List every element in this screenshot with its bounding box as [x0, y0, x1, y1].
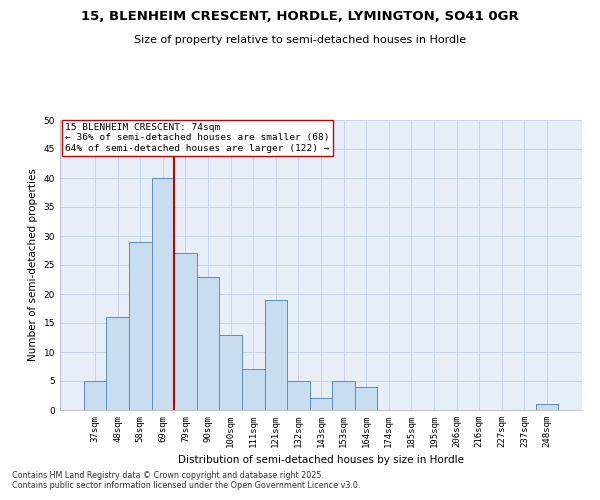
Y-axis label: Number of semi-detached properties: Number of semi-detached properties: [28, 168, 38, 362]
Bar: [242, 370, 265, 410]
Bar: [174, 254, 197, 410]
Bar: [265, 300, 287, 410]
Bar: [152, 178, 174, 410]
Bar: [129, 242, 152, 410]
Bar: [220, 334, 242, 410]
Text: Contains HM Land Registry data © Crown copyright and database right 2025.
Contai: Contains HM Land Registry data © Crown c…: [12, 470, 361, 490]
Bar: [310, 398, 332, 410]
Bar: [332, 381, 355, 410]
Bar: [197, 276, 220, 410]
Text: 15, BLENHEIM CRESCENT, HORDLE, LYMINGTON, SO41 0GR: 15, BLENHEIM CRESCENT, HORDLE, LYMINGTON…: [81, 10, 519, 23]
Bar: [355, 387, 377, 410]
Text: Size of property relative to semi-detached houses in Hordle: Size of property relative to semi-detach…: [134, 35, 466, 45]
Text: 15 BLENHEIM CRESCENT: 74sqm
← 36% of semi-detached houses are smaller (68)
64% o: 15 BLENHEIM CRESCENT: 74sqm ← 36% of sem…: [65, 123, 330, 152]
Bar: [84, 381, 106, 410]
Bar: [536, 404, 558, 410]
Bar: [287, 381, 310, 410]
X-axis label: Distribution of semi-detached houses by size in Hordle: Distribution of semi-detached houses by …: [178, 456, 464, 466]
Bar: [106, 317, 129, 410]
